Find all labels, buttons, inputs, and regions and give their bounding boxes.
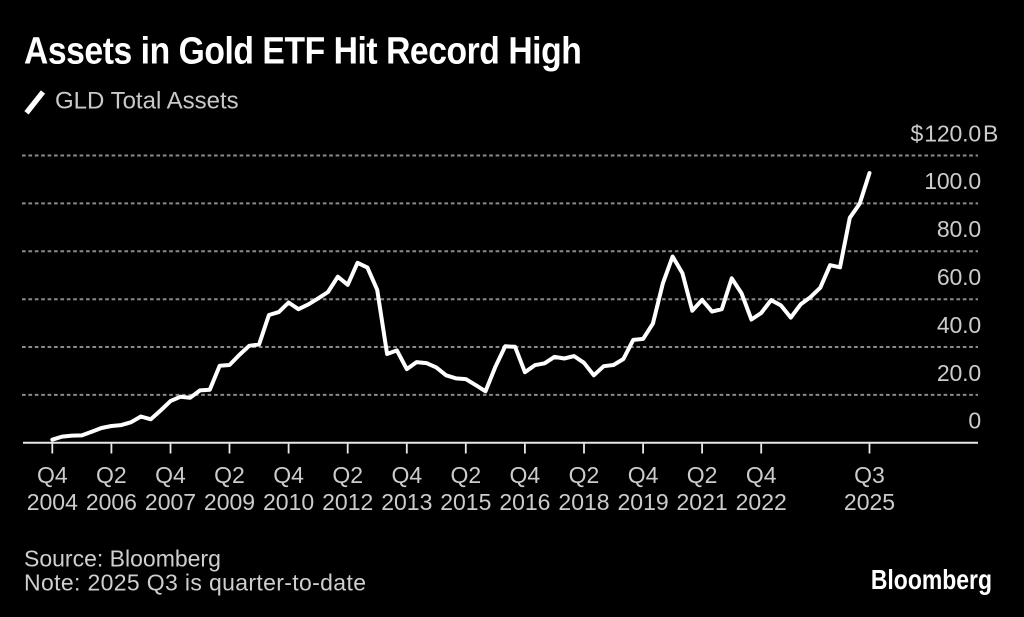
svg-text:2006: 2006 <box>86 489 137 515</box>
svg-text:2021: 2021 <box>677 489 728 515</box>
svg-text:Note: 2025 Q3 is quarter-to-da: Note: 2025 Q3 is quarter-to-date <box>24 570 366 596</box>
svg-text:40.0: 40.0 <box>937 312 981 338</box>
svg-text:Q4: Q4 <box>510 462 541 488</box>
svg-text:Q2: Q2 <box>332 462 363 488</box>
svg-text:Q4: Q4 <box>273 462 304 488</box>
svg-text:120.0: 120.0 <box>924 120 981 146</box>
svg-text:Q3: Q3 <box>854 462 885 488</box>
svg-text:Q4: Q4 <box>37 462 68 488</box>
svg-text:2004: 2004 <box>27 489 78 515</box>
svg-text:2015: 2015 <box>440 489 491 515</box>
svg-text:2022: 2022 <box>736 489 787 515</box>
svg-text:Q2: Q2 <box>450 462 481 488</box>
svg-text:2012: 2012 <box>322 489 373 515</box>
svg-text:Q4: Q4 <box>628 462 659 488</box>
svg-text:2007: 2007 <box>145 489 196 515</box>
svg-text:B: B <box>983 120 998 146</box>
svg-text:2009: 2009 <box>204 489 255 515</box>
svg-text:2010: 2010 <box>263 489 314 515</box>
svg-text:2013: 2013 <box>381 489 432 515</box>
svg-text:Q4: Q4 <box>746 462 777 488</box>
svg-text:$: $ <box>911 120 924 146</box>
svg-text:Bloomberg: Bloomberg <box>871 565 992 596</box>
svg-text:Q4: Q4 <box>155 462 186 488</box>
svg-text:Q4: Q4 <box>391 462 422 488</box>
svg-text:2018: 2018 <box>558 489 609 515</box>
svg-text:Q2: Q2 <box>569 462 600 488</box>
svg-text:60.0: 60.0 <box>937 264 981 290</box>
svg-text:GLD Total Assets: GLD Total Assets <box>55 88 239 115</box>
svg-text:0: 0 <box>968 408 981 434</box>
svg-text:80.0: 80.0 <box>937 216 981 242</box>
svg-text:20.0: 20.0 <box>937 360 981 386</box>
svg-text:Q2: Q2 <box>96 462 127 488</box>
svg-text:2019: 2019 <box>618 489 669 515</box>
svg-text:2025: 2025 <box>844 489 895 515</box>
svg-text:Source: Bloomberg: Source: Bloomberg <box>24 545 221 571</box>
svg-text:Assets in Gold ETF Hit Record: Assets in Gold ETF Hit Record High <box>24 30 581 72</box>
svg-text:Q2: Q2 <box>214 462 245 488</box>
svg-text:100.0: 100.0 <box>924 168 981 194</box>
svg-text:Q2: Q2 <box>687 462 718 488</box>
svg-text:2016: 2016 <box>499 489 550 515</box>
